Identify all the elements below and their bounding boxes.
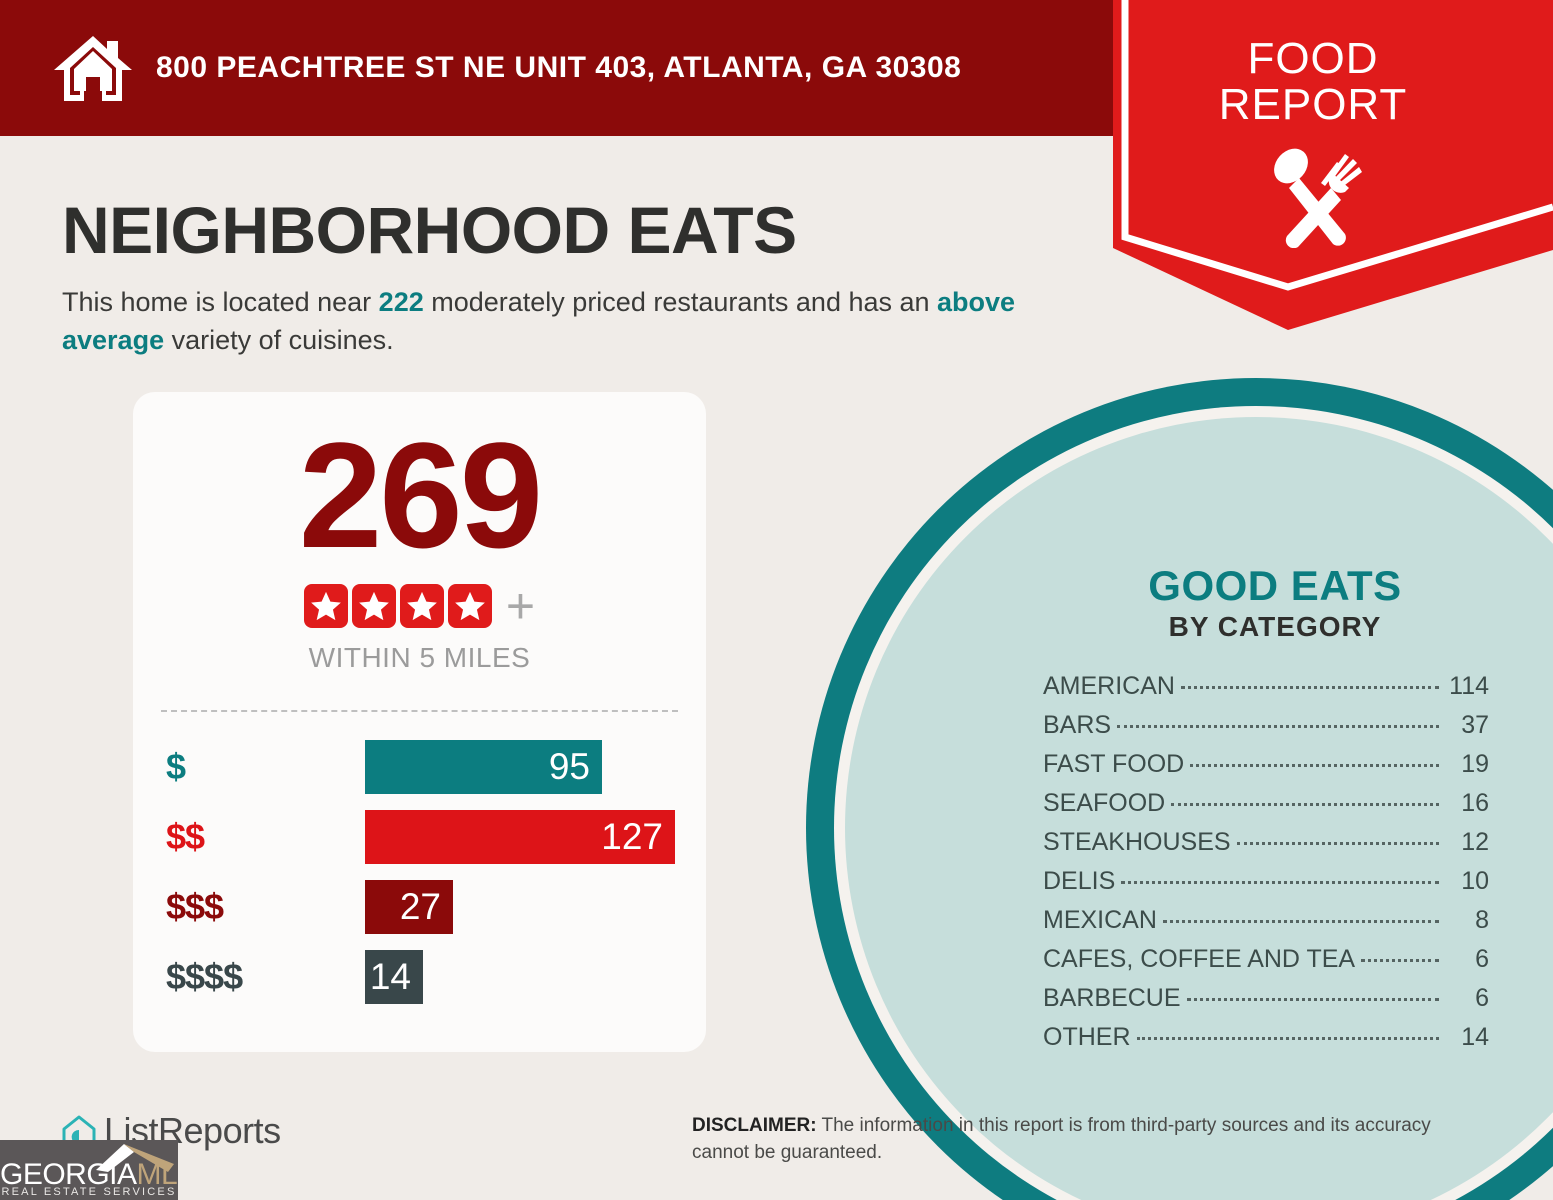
bar-label: $$ xyxy=(166,816,205,857)
bar-label: $$$ xyxy=(166,886,224,927)
subtitle-part2: moderately priced restaurants and has an xyxy=(423,287,938,317)
subtitle-part1: This home is located near xyxy=(62,287,379,317)
category-row: FAST FOOD 19 xyxy=(1043,750,1489,789)
bar-value: 127 xyxy=(365,810,675,864)
leader-dots xyxy=(1136,1037,1439,1040)
category-count: 114 xyxy=(1449,672,1489,700)
roof-icon xyxy=(96,1144,174,1172)
subtitle-variety-rating: above average xyxy=(62,287,1016,356)
category-name: DELIS xyxy=(1043,867,1116,895)
leader-dots xyxy=(1162,920,1439,923)
star-icon xyxy=(399,584,444,628)
category-row: BARBECUE 6 xyxy=(1043,984,1489,1023)
home-icon xyxy=(54,36,132,101)
bar-row: $ 95 xyxy=(133,732,706,802)
good-eats-title: GOOD EATS xyxy=(1148,562,1402,609)
bar-row: $$$$ 14 xyxy=(133,942,706,1012)
georgia-mls-wordmark: GEORGIAMLS xyxy=(0,1158,178,1192)
category-count: 19 xyxy=(1461,750,1489,778)
plus-icon: + xyxy=(505,578,536,634)
spoon-fork-icon xyxy=(1274,148,1362,248)
leader-dots xyxy=(1361,959,1439,962)
category-count: 8 xyxy=(1475,906,1489,934)
address-header: 800 PEACHTREE ST NE UNIT 403, ATLANTA, G… xyxy=(0,0,1130,136)
page-subtitle: This home is located near 222 moderately… xyxy=(62,283,1082,360)
pennant-shape xyxy=(1113,0,1553,330)
category-list: AMERICAN 114 BARS 37 FAST FOOD 19 SEAFOOD 16 STE… xyxy=(1043,672,1489,1062)
disclaimer-label: DISCLAIMER: xyxy=(692,1115,817,1136)
bar-track: 14 xyxy=(365,950,423,1004)
leader-dots xyxy=(1236,842,1439,845)
bar-track: 27 xyxy=(365,880,453,934)
georgia-text: GEORGIA xyxy=(0,1158,137,1191)
star-icon xyxy=(447,584,492,628)
bar-label: $ xyxy=(166,746,186,787)
bar-value: 14 xyxy=(365,950,423,1004)
category-count: 37 xyxy=(1461,711,1489,739)
badge-title: FOOD REPORT xyxy=(1113,36,1513,128)
category-name: BARS xyxy=(1043,711,1112,739)
category-count: 6 xyxy=(1475,984,1489,1012)
badge-title-line2: REPORT xyxy=(1218,79,1408,129)
good-eats-panel xyxy=(845,417,1553,1200)
leader-dots xyxy=(1117,725,1439,728)
disclaimer: DISCLAIMER: The information in this repo… xyxy=(692,1113,1492,1167)
leader-dots xyxy=(1190,764,1439,767)
category-name: CAFES, COFFEE AND TEA xyxy=(1043,945,1356,973)
leader-dots xyxy=(1171,803,1439,806)
category-row: MEXICAN 8 xyxy=(1043,906,1489,945)
category-row: SEAFOOD 16 xyxy=(1043,789,1489,828)
category-name: BARBECUE xyxy=(1043,984,1181,1012)
price-range-bar-chart: $ 95 $$ 127 $$$ 27 $$$$ 14 xyxy=(133,732,706,1012)
page-title: NEIGHBORHOOD EATS xyxy=(62,193,797,267)
badge-title-line1: FOOD xyxy=(1247,34,1379,83)
divider xyxy=(161,710,678,712)
disclaimer-text: The information in this report is from t… xyxy=(692,1115,1431,1163)
category-row: BARS 37 xyxy=(1043,711,1489,750)
category-name: SEAFOOD xyxy=(1043,789,1166,817)
category-name: AMERICAN xyxy=(1043,672,1175,700)
good-eats-subtitle: BY CATEGORY xyxy=(1168,611,1382,642)
category-name: OTHER xyxy=(1043,1023,1131,1051)
bar-row: $$$ 27 xyxy=(133,872,706,942)
category-row: STEAKHOUSES 12 xyxy=(1043,828,1489,867)
georgia-mls-logo: GEORGIAMLS REAL ESTATE SERVICES xyxy=(0,1140,178,1200)
category-name: STEAKHOUSES xyxy=(1043,828,1231,856)
category-count: 10 xyxy=(1461,867,1489,895)
leader-dots xyxy=(1180,686,1439,689)
category-row: DELIS 10 xyxy=(1043,867,1489,906)
restaurant-stat-card: 269 + WITHIN 5 MILES $ 95 $$ 127 xyxy=(133,392,706,1052)
category-row: CAFES, COFFEE AND TEA 6 xyxy=(1043,945,1489,984)
radius-caption: WITHIN 5 MILES xyxy=(308,642,531,673)
category-count: 16 xyxy=(1461,789,1489,817)
star-rating: + xyxy=(133,578,706,634)
bar-value: 27 xyxy=(365,880,453,934)
bar-value: 95 xyxy=(365,740,602,794)
georgia-mls-tagline: REAL ESTATE SERVICES xyxy=(1,1186,177,1198)
category-row: OTHER 14 xyxy=(1043,1023,1489,1062)
bar-label: $$$$ xyxy=(166,956,243,997)
mls-text: MLS xyxy=(136,1158,178,1191)
category-name: FAST FOOD xyxy=(1043,750,1185,778)
bar-row: $$ 127 xyxy=(133,802,706,872)
category-count: 12 xyxy=(1461,828,1489,856)
category-row: AMERICAN 114 xyxy=(1043,672,1489,711)
leader-dots xyxy=(1186,998,1439,1001)
property-address: 800 PEACHTREE ST NE UNIT 403, ATLANTA, G… xyxy=(156,51,962,84)
category-count: 14 xyxy=(1461,1023,1489,1051)
food-report-badge: FOOD REPORT xyxy=(1113,0,1553,330)
bar-track: 95 xyxy=(365,740,602,794)
leader-dots xyxy=(1121,881,1439,884)
category-name: MEXICAN xyxy=(1043,906,1157,934)
bar-track: 127 xyxy=(365,810,675,864)
star-icon xyxy=(303,584,348,628)
subtitle-part3: variety of cuisines. xyxy=(164,325,394,356)
star-icon xyxy=(351,584,396,628)
total-restaurants-count: 269 xyxy=(298,411,543,579)
category-count: 6 xyxy=(1475,945,1489,973)
subtitle-restaurant-count: 222 xyxy=(378,287,424,317)
